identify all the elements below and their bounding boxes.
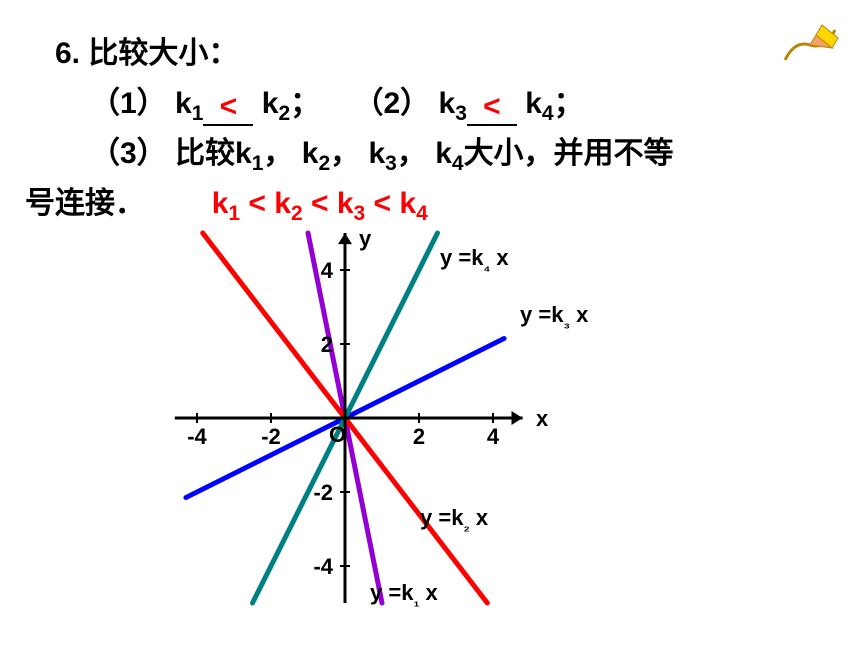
q2-k4: k4: [525, 87, 553, 120]
svg-text:-4: -4: [187, 424, 207, 449]
chart-svg: -4-224-4-224xyOy =k₁ xy =k₂ xy =k₃ xy =k…: [150, 230, 710, 630]
subquestion-3-line1: （3） 比较k1， k2， k3， k4大小，并用不等: [90, 128, 674, 176]
svg-text:-4: -4: [313, 554, 333, 579]
svg-text:y =k₄ x: y =k₄ x: [440, 245, 509, 275]
pencil-icon: [780, 20, 840, 75]
q3-answer: k1 < k2 < k3 < k4: [212, 187, 428, 220]
q1-label: （1）: [90, 87, 167, 120]
svg-text:2: 2: [413, 424, 425, 449]
q1-k1: k1: [175, 87, 203, 120]
svg-text:O: O: [329, 422, 346, 447]
q1-blank: <: [203, 90, 253, 126]
svg-text:-2: -2: [313, 480, 333, 505]
svg-text:-2: -2: [261, 424, 281, 449]
question-text: 比较大小：: [88, 37, 238, 70]
subquestion-3-line2: 号连接． k1 < k2 < k3 < k4: [25, 178, 428, 226]
q2-label: （2）: [353, 87, 430, 120]
coordinate-chart: -4-224-4-224xyOy =k₁ xy =k₂ xy =k₃ xy =k…: [150, 230, 710, 635]
svg-text:y =k₁ x: y =k₁ x: [370, 580, 438, 610]
q2-answer: <: [483, 90, 501, 123]
q1-k2: k2: [262, 87, 290, 120]
question-number: 6.: [55, 37, 80, 70]
svg-text:y =k₃ x: y =k₃ x: [520, 302, 589, 332]
subquestion-1-2: （1） k1< k2； （2） k3< k4；: [90, 78, 584, 126]
q2-blank: <: [467, 90, 517, 126]
slide-content: 6. 比较大小： （1） k1< k2； （2） k3< k4； （3） 比较k…: [0, 0, 860, 645]
q2-k3: k3: [439, 87, 467, 120]
q1-answer: <: [220, 90, 238, 123]
svg-text:4: 4: [487, 424, 500, 449]
svg-text:4: 4: [321, 258, 334, 283]
question-title: 6. 比较大小：: [55, 28, 238, 72]
svg-text:x: x: [536, 406, 549, 431]
svg-text:y: y: [359, 230, 372, 251]
svg-text:2: 2: [321, 332, 333, 357]
